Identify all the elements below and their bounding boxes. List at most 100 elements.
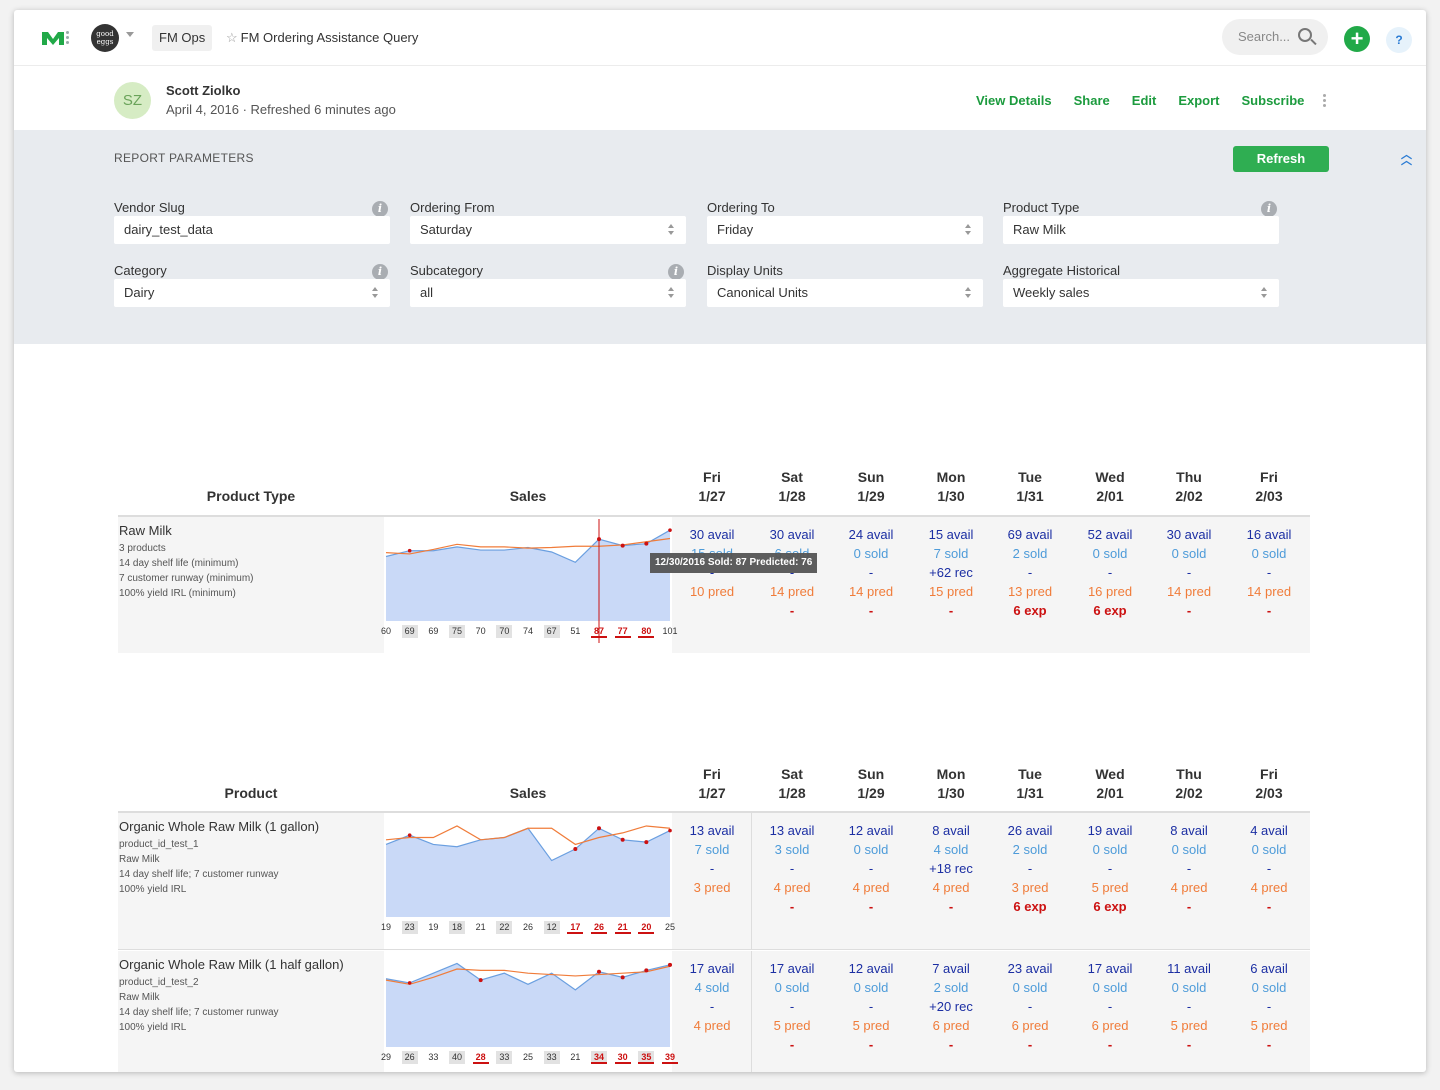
sales-value-label: 51	[570, 626, 581, 636]
dash-value: -	[1027, 861, 1033, 876]
day-column-header: Mon 1/30	[911, 765, 991, 803]
sold-value: 7 sold	[694, 842, 730, 857]
sold-point[interactable]	[597, 969, 601, 974]
author-name: Scott Ziolko	[166, 83, 241, 98]
sold-point[interactable]	[644, 968, 649, 973]
sold-point[interactable]	[407, 981, 412, 985]
dash-value: -	[1266, 565, 1272, 580]
sold-point[interactable]	[644, 541, 649, 546]
param-select[interactable]: Canonical Units	[707, 279, 983, 307]
day-date: 2/03	[1255, 785, 1283, 801]
day-column-header: Fri 2/03	[1229, 765, 1309, 803]
info-icon[interactable]: i	[1261, 201, 1277, 217]
sold-point[interactable]	[620, 543, 625, 548]
row-detail: 100% yield IRL	[119, 1022, 187, 1033]
sales-value-label: 25	[664, 922, 675, 932]
sold-value: 7 sold	[933, 546, 969, 561]
exp-value: -	[1186, 899, 1192, 914]
param-label: Aggregate Historical	[1003, 263, 1121, 278]
sold-point[interactable]	[597, 826, 601, 831]
param-select[interactable]: Friday	[707, 216, 983, 244]
dash-value: -	[1266, 999, 1272, 1014]
sold-area	[386, 963, 670, 1047]
more-options-icon[interactable]	[1323, 94, 1327, 109]
avail-value: 30 avail	[769, 527, 815, 542]
row-title: Raw Milk	[119, 523, 172, 538]
day-of-week: Sun	[857, 766, 885, 782]
sold-point[interactable]	[478, 978, 483, 983]
avail-value: 26 avail	[1007, 823, 1053, 838]
sold-point[interactable]	[668, 963, 672, 967]
edit-button[interactable]: Edit	[1131, 93, 1157, 108]
pred-value: 3 pred	[1011, 880, 1049, 895]
info-icon[interactable]: i	[372, 264, 388, 280]
sales-value-label: 69	[401, 625, 418, 638]
day-of-week: Fri	[703, 766, 721, 782]
sold-point[interactable]	[620, 975, 625, 980]
param-value: Friday	[717, 222, 754, 237]
sales-value-label: 39	[662, 1051, 678, 1064]
info-icon[interactable]: i	[668, 264, 684, 280]
param-input[interactable]: Raw Milk	[1003, 216, 1279, 244]
exp-value: -	[789, 899, 795, 914]
dash-value: -	[709, 999, 715, 1014]
sold-point[interactable]	[668, 528, 672, 532]
breadcrumb-report-title: ☆ FM Ordering Assistance Query	[226, 25, 418, 51]
sold-point[interactable]	[644, 840, 649, 845]
sales-value-label: 26	[591, 921, 607, 934]
info-icon[interactable]: i	[372, 201, 388, 217]
refresh-status: April 4, 2016 · Refreshed 6 minutes ago	[166, 102, 396, 117]
mode-logo-icon[interactable]	[40, 28, 70, 48]
sold-point[interactable]	[620, 837, 625, 842]
sold-point[interactable]	[407, 548, 412, 553]
sales-value-label: 30	[614, 1051, 631, 1064]
org-avatar[interactable]: good eggs	[91, 24, 119, 52]
view-details-button[interactable]: View Details	[976, 93, 1052, 108]
sales-sparkline-chart[interactable]	[384, 953, 672, 1072]
sales-value-label: 19	[380, 922, 391, 932]
search-icon[interactable]	[1298, 28, 1312, 42]
sales-value-label: 29	[380, 1052, 391, 1062]
collapse-icon[interactable]: ︿ ︿	[1401, 149, 1412, 167]
exp-value: -	[789, 603, 795, 618]
add-button[interactable]: +	[1344, 26, 1370, 52]
pred-value: 5 pred	[1091, 880, 1129, 895]
avail-value: 17 avail	[1087, 961, 1133, 976]
help-button[interactable]: ?	[1386, 27, 1412, 53]
sales-value-label: 33	[543, 1051, 560, 1064]
day-column-header: Tue 1/31	[990, 765, 1070, 803]
param-select[interactable]: Weekly sales	[1003, 279, 1279, 307]
share-button[interactable]: Share	[1073, 93, 1110, 108]
sold-point[interactable]	[573, 847, 578, 852]
exp-value: -	[1027, 1037, 1033, 1052]
sales-sparkline-chart[interactable]	[384, 519, 672, 651]
sold-point[interactable]	[407, 833, 412, 837]
logo-menu-icon[interactable]	[66, 31, 70, 45]
sales-sparkline-chart[interactable]	[384, 815, 672, 947]
param-select[interactable]: Dairy	[114, 279, 390, 307]
sold-value: 0 sold	[853, 980, 889, 995]
param-value: Canonical Units	[717, 285, 809, 300]
export-button[interactable]: Export	[1178, 93, 1220, 108]
star-icon[interactable]: ☆	[226, 30, 238, 45]
day-cell: 17 avail 0 sold - 6 pred -	[1070, 959, 1150, 1054]
sold-point[interactable]	[668, 828, 672, 833]
param-select[interactable]: all	[410, 279, 686, 307]
dash-value: -	[1266, 861, 1272, 876]
app-window: good eggs FM Ops ☆ FM Ordering Assistance…	[14, 10, 1426, 1072]
param-select[interactable]: Saturday	[410, 216, 686, 244]
day-date: 1/30	[937, 488, 965, 504]
param-label: Vendor Slug	[114, 200, 185, 215]
select-arrows-icon	[1261, 287, 1269, 299]
dash-value: -	[868, 861, 874, 876]
breadcrumb-space[interactable]: FM Ops	[152, 25, 213, 51]
param-input[interactable]: dairy_test_data	[114, 216, 390, 244]
subscribe-button[interactable]: Subscribe	[1241, 93, 1305, 108]
day-of-week: Thu	[1176, 469, 1202, 485]
search-input[interactable]: Search...	[1222, 19, 1328, 55]
refresh-button[interactable]: Refresh	[1233, 146, 1329, 172]
day-cell: 19 avail 0 sold - 5 pred 6 exp	[1070, 821, 1150, 916]
day-date: 1/27	[698, 488, 726, 504]
chevron-down-icon[interactable]	[126, 32, 134, 37]
select-arrows-icon	[965, 224, 973, 236]
